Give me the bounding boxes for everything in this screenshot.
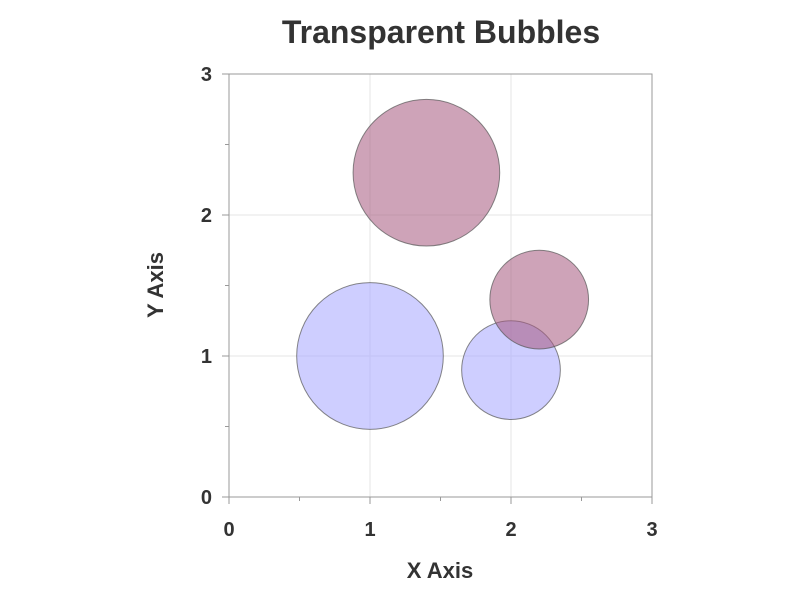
- x-tick-label: 1: [364, 519, 375, 541]
- x-axis-label: X Axis: [407, 558, 473, 583]
- axis-ticks: [222, 73, 653, 504]
- y-axis-label: Y Axis: [143, 252, 168, 318]
- x-tick-label: 2: [505, 519, 516, 541]
- tick-labels: 0 1 2 3 0 1 2 3: [201, 64, 658, 541]
- bubble: [352, 98, 501, 247]
- y-tick-label: 3: [201, 64, 212, 86]
- bubbles: [296, 98, 590, 430]
- y-tick-label: 0: [201, 487, 212, 509]
- x-tick-label: 3: [646, 519, 657, 541]
- bubble: [489, 249, 590, 350]
- bubble: [296, 282, 444, 430]
- x-tick-label: 0: [223, 519, 234, 541]
- y-tick-label: 2: [201, 205, 212, 227]
- chart-title: Transparent Bubbles: [282, 14, 600, 50]
- y-tick-label: 1: [201, 346, 212, 368]
